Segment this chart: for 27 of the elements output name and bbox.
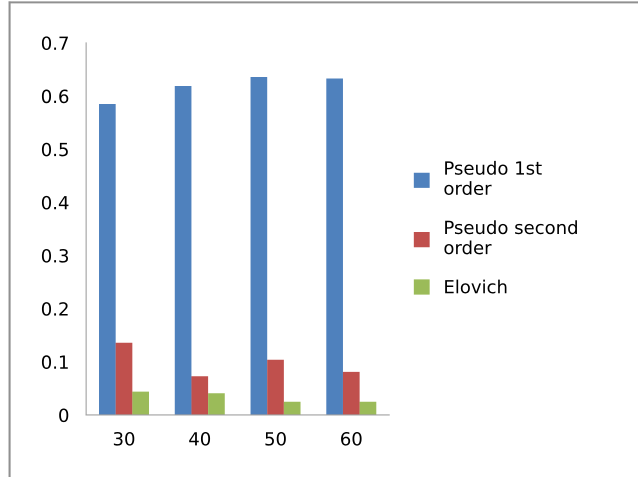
y-tick-label: 0.7: [42, 36, 68, 50]
x-tick-label: 50: [265, 432, 286, 446]
y-tick-label: 0: [59, 408, 68, 422]
legend-label: Pseudo second order: [444, 220, 577, 254]
bar: [284, 402, 301, 415]
legend-label: Pseudo 1st order: [444, 160, 542, 196]
legend-label: Elovich: [445, 280, 506, 294]
bar: [116, 342, 132, 415]
bar: [132, 392, 150, 415]
y-tick-label: 0.2: [42, 302, 68, 316]
bar: [360, 402, 376, 415]
y-tick-label: 0.6: [42, 90, 68, 104]
bar: [250, 76, 268, 415]
bar: [99, 104, 116, 415]
y-tick-label: 0.3: [42, 248, 68, 263]
x-tick-label: 60: [341, 432, 362, 446]
x-tick-label: 40: [189, 432, 210, 446]
bar: [208, 393, 225, 415]
y-tick-label: 0.4: [42, 196, 68, 210]
y-tick-label: 0.5: [42, 142, 68, 156]
y-tick-label: 0.1: [42, 355, 68, 369]
bar: [174, 86, 192, 415]
x-tick-label: 30: [114, 432, 134, 446]
bar: [267, 360, 284, 415]
bar: [326, 78, 343, 415]
bar: [191, 376, 208, 415]
bar: [342, 372, 360, 415]
